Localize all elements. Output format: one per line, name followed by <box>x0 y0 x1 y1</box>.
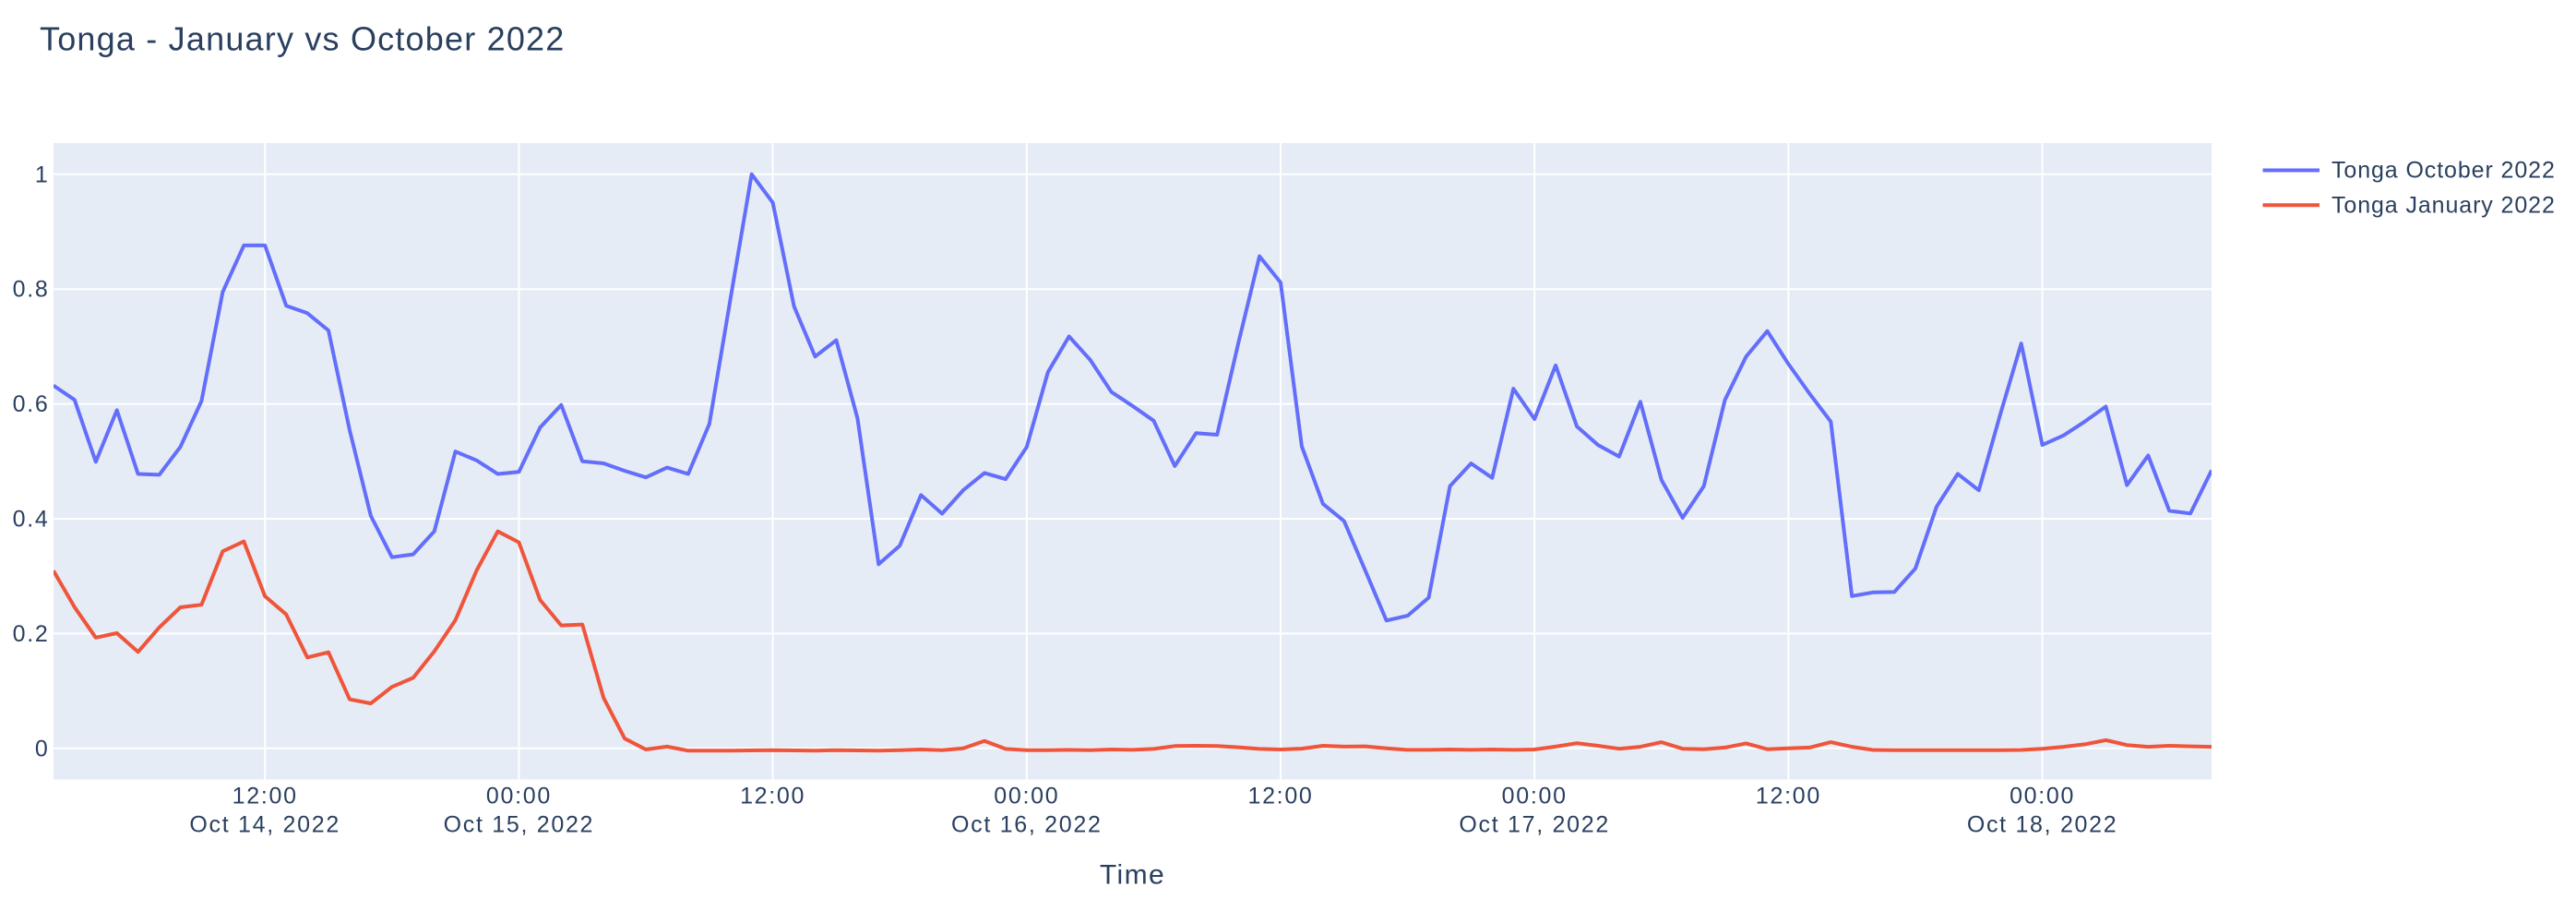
svg-text:0.8: 0.8 <box>13 277 50 303</box>
svg-text:0: 0 <box>35 736 50 761</box>
svg-text:12:00: 12:00 <box>740 784 805 809</box>
svg-text:Oct 14, 2022: Oct 14, 2022 <box>189 812 340 838</box>
svg-text:00:00: 00:00 <box>994 784 1059 809</box>
svg-text:Tonga January 2022: Tonga January 2022 <box>2332 192 2556 218</box>
svg-text:Oct 18, 2022: Oct 18, 2022 <box>1967 812 2118 838</box>
svg-text:Time: Time <box>1100 860 1165 891</box>
svg-text:0.2: 0.2 <box>13 621 50 647</box>
svg-text:00:00: 00:00 <box>2010 784 2075 809</box>
svg-text:1: 1 <box>35 162 50 187</box>
svg-text:0.6: 0.6 <box>13 391 50 417</box>
svg-text:0.4: 0.4 <box>13 507 50 533</box>
svg-text:00:00: 00:00 <box>486 784 552 809</box>
svg-text:12:00: 12:00 <box>233 784 298 809</box>
svg-text:12:00: 12:00 <box>1756 784 1821 809</box>
svg-text:Tonga - January vs October 202: Tonga - January vs October 2022 <box>40 20 566 58</box>
svg-text:Oct 17, 2022: Oct 17, 2022 <box>1459 812 1610 838</box>
svg-text:Oct 15, 2022: Oct 15, 2022 <box>444 812 595 838</box>
svg-text:Oct 16, 2022: Oct 16, 2022 <box>951 812 1103 838</box>
svg-text:00:00: 00:00 <box>1502 784 1568 809</box>
svg-text:Tonga October 2022: Tonga October 2022 <box>2332 158 2556 184</box>
svg-text:12:00: 12:00 <box>1247 784 1313 809</box>
